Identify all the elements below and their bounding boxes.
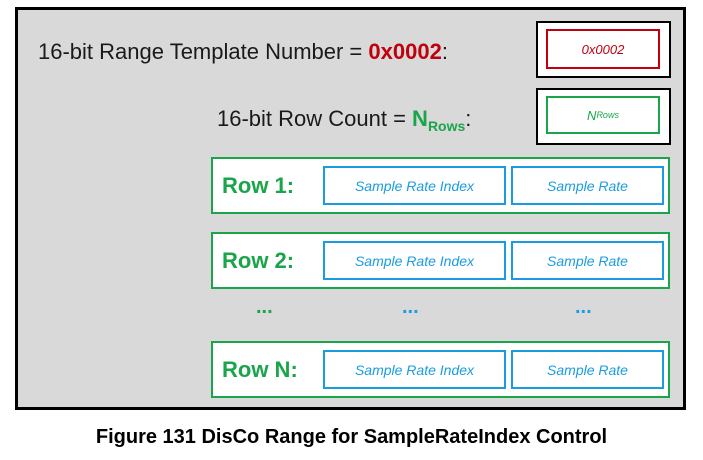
figure-caption: Figure 131 DisCo Range for SampleRateInd… [95, 426, 608, 448]
template-suffix-text: : [441, 39, 448, 64]
row-count-field-n: N [587, 107, 597, 123]
row-label-ellipsis: ... [256, 296, 273, 318]
row-n-sample-rate-index: Sample Rate Index [323, 350, 506, 389]
template-value-text: 0x0002 [368, 39, 442, 64]
rowcount-suffix-text: : [465, 106, 472, 131]
rowcount-symbol: NRows [412, 106, 466, 134]
row-1-sample-rate: Sample Rate [511, 166, 664, 205]
row-2-label: Row 2: [222, 248, 295, 273]
template-number-label: 16-bit Range Template Number = 0x0002: [38, 39, 448, 65]
sample-rate-ellipsis: ... [575, 296, 592, 318]
row-2-sample-rate-index: Sample Rate Index [323, 241, 506, 280]
row-2-sample-rate: Sample Rate [511, 241, 664, 280]
row-count-field: N Rows [546, 96, 660, 134]
row-1-label: Row 1: [222, 173, 295, 198]
template-number-field-value: 0x0002 [581, 41, 625, 57]
row-n-label: Row N: [222, 357, 298, 382]
row-count-field-subscript: Rows [596, 110, 619, 120]
sample-rate-index-ellipsis: ... [402, 296, 419, 318]
rowcount-subscript: Rows [427, 118, 466, 134]
row-count-label: 16-bit Row Count = NRows: [217, 106, 471, 134]
row-1-sample-rate-index: Sample Rate Index [323, 166, 506, 205]
row-2: Row 2: Sample Rate Index Sample Rate [211, 232, 670, 289]
rowcount-prefix-text: 16-bit Row Count = [217, 106, 413, 131]
template-number-field: 0x0002 [546, 29, 660, 69]
row-n-sample-rate: Sample Rate [511, 350, 664, 389]
rowcount-n: N [412, 106, 428, 131]
template-prefix-text: 16-bit Range Template Number = [38, 39, 369, 64]
row-1: Row 1: Sample Rate Index Sample Rate [211, 157, 670, 214]
row-n: Row N: Sample Rate Index Sample Rate [211, 341, 670, 398]
